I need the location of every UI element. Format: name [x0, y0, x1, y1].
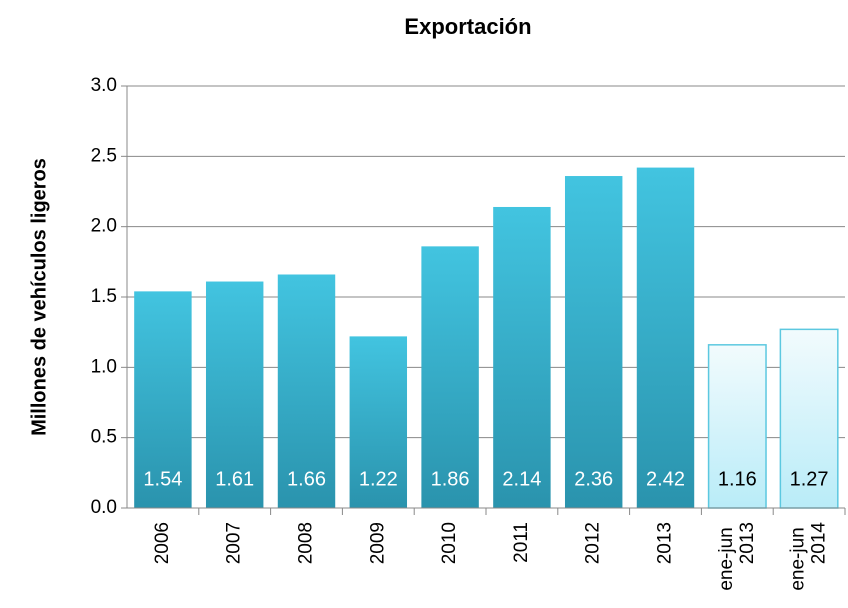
bar [205, 281, 264, 508]
x-tick-label: 2013 [655, 522, 676, 564]
y-axis-label: Millones de vehículos ligeros [28, 158, 50, 436]
bar [421, 246, 479, 509]
x-tick-label: 2012 [583, 522, 604, 564]
y-tick-label: 1.0 [91, 356, 117, 377]
x-tick-label: 2006 [152, 522, 173, 564]
chart-title: Exportación [404, 14, 531, 39]
bar [134, 291, 192, 508]
value-label: 1.86 [431, 468, 470, 490]
x-tick-label: 2009 [367, 522, 388, 564]
value-label: 1.22 [359, 468, 398, 490]
bar [349, 336, 408, 508]
value-label: 2.36 [574, 468, 613, 490]
value-label: 1.66 [287, 468, 326, 490]
y-tick-label: 3.0 [91, 75, 117, 96]
x-tick-label: ene-jun 2014 [788, 522, 830, 591]
y-tick-label: 0.5 [91, 427, 117, 448]
x-tick-label: 2007 [224, 522, 245, 564]
bar [564, 176, 623, 508]
x-tick-label: 2008 [296, 522, 317, 564]
value-label: 1.54 [143, 468, 182, 490]
value-label: 2.42 [646, 468, 685, 490]
bar [779, 328, 839, 509]
value-label: 1.27 [790, 468, 829, 490]
y-tick-label: 0.0 [91, 497, 117, 518]
y-tick-label: 2.0 [91, 216, 117, 237]
x-tick-label: ene-jun 2013 [716, 522, 758, 591]
bar [493, 206, 551, 508]
value-label: 2.14 [502, 468, 541, 490]
y-tick-label: 1.5 [91, 286, 117, 307]
value-label: 1.16 [718, 468, 757, 490]
x-tick-label: 2011 [511, 522, 532, 563]
bar [636, 167, 695, 508]
value-label: 1.61 [215, 468, 254, 490]
y-tick-label: 2.5 [91, 145, 117, 166]
bar [277, 274, 336, 508]
bar [707, 344, 767, 509]
x-tick-label: 2010 [439, 522, 460, 564]
